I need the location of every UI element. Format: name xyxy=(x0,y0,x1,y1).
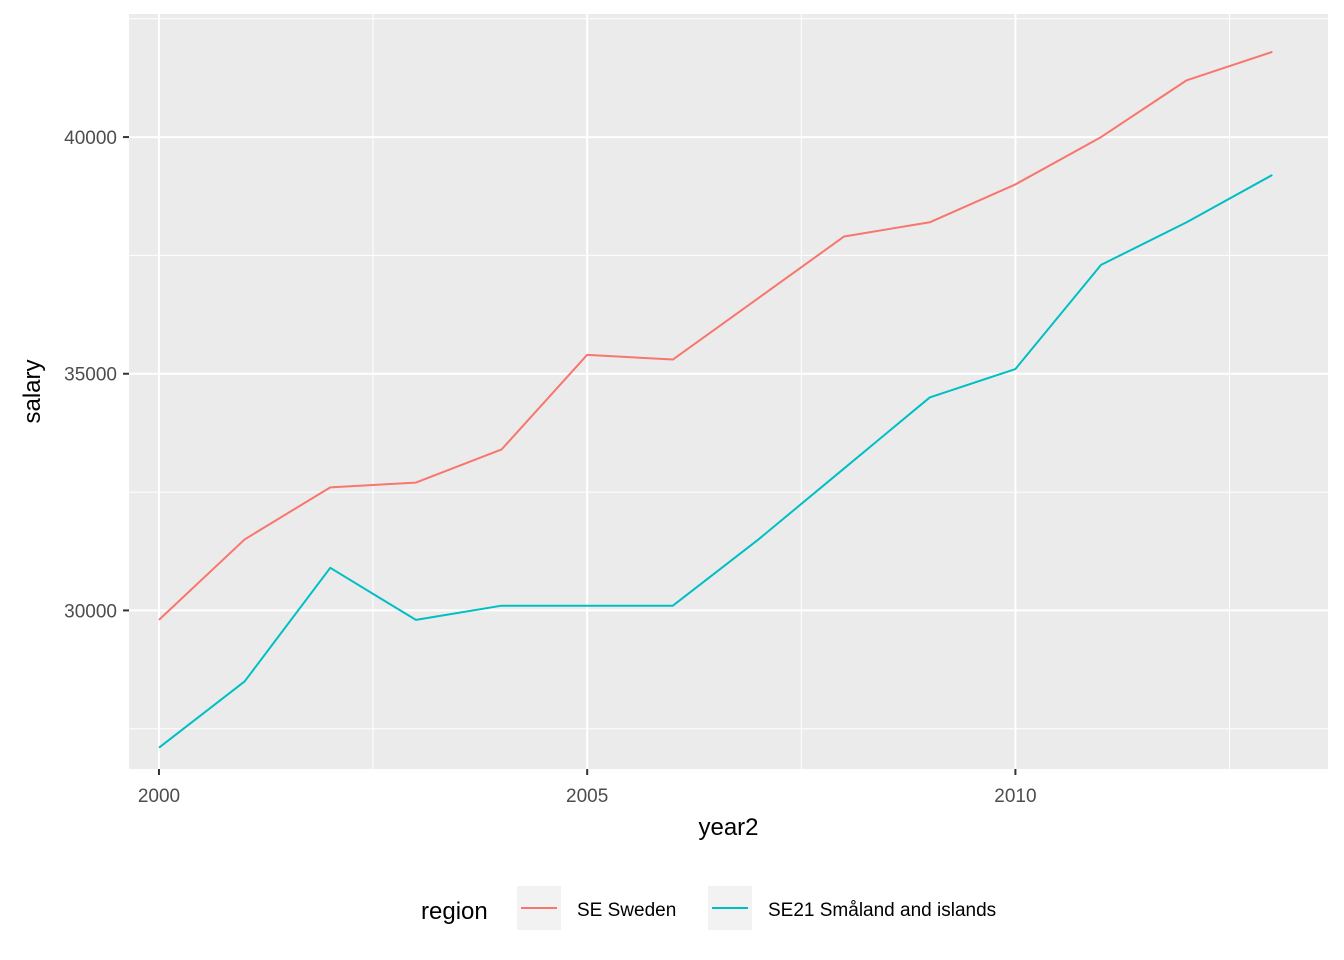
series-line-1 xyxy=(158,50,1273,621)
y-axis-tick-labels: 30000 35000 40000 xyxy=(64,128,117,622)
series-lines xyxy=(158,50,1273,749)
series-line-2 xyxy=(158,174,1273,749)
legend: region SE Sweden SE21 Småland and islands xyxy=(421,886,996,930)
x-axis-title: year2 xyxy=(698,814,758,841)
y-tick-label: 30000 xyxy=(64,601,117,622)
axis-ticks xyxy=(123,136,1017,775)
y-tick-label: 35000 xyxy=(64,365,117,386)
x-tick-label: 2000 xyxy=(138,786,180,807)
plot-panel xyxy=(129,14,1328,769)
legend-label-2: SE21 Småland and islands xyxy=(768,900,996,921)
legend-items: SE Sweden SE21 Småland and islands xyxy=(517,886,996,930)
y-tick-label: 40000 xyxy=(64,128,117,149)
minor-gridlines xyxy=(129,14,1328,769)
x-tick-label: 2010 xyxy=(994,786,1036,807)
x-axis-tick-labels: 2000 2005 2010 xyxy=(138,786,1037,807)
x-tick-label: 2005 xyxy=(566,786,608,807)
legend-label-1: SE Sweden xyxy=(577,900,676,921)
legend-title: region xyxy=(421,898,488,925)
y-axis-title: salary xyxy=(19,359,46,423)
major-gridlines xyxy=(129,14,1328,769)
